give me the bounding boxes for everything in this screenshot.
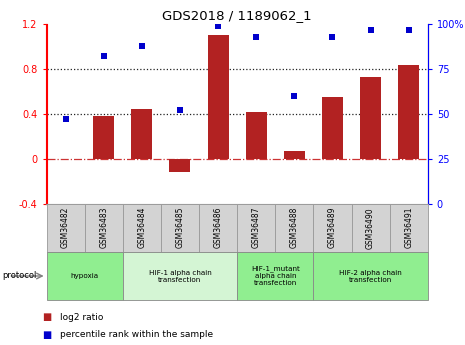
Point (405, 27, 412, 32)
Text: HIF-2 alpha chain
transfection: HIF-2 alpha chain transfection (339, 269, 402, 283)
Bar (169, 159, 191, 172)
Bar (207, 36, 229, 159)
Text: percentile rank within the sample: percentile rank within the sample (60, 330, 213, 339)
Text: GSM36487: GSM36487 (252, 207, 261, 248)
Bar (46, 252, 123, 300)
Text: ■: ■ (42, 330, 51, 339)
Text: ■: ■ (42, 313, 51, 322)
Point (329, 34, 336, 39)
Bar (360, 77, 381, 159)
Text: HIF-1_mutant
alpha chain
transfection: HIF-1_mutant alpha chain transfection (251, 266, 300, 286)
Text: protocol: protocol (2, 272, 37, 280)
Text: HIF-1 alpha chain
transfection: HIF-1 alpha chain transfection (149, 269, 211, 283)
Bar (237, 204, 275, 252)
Bar (313, 204, 352, 252)
Bar (123, 204, 161, 252)
Text: GSM36483: GSM36483 (99, 207, 108, 248)
Bar (123, 252, 237, 300)
Point (367, 27, 374, 32)
Bar (398, 65, 419, 159)
Bar (352, 204, 390, 252)
Text: GSM36491: GSM36491 (404, 207, 413, 248)
Bar (275, 204, 313, 252)
Text: hypoxia: hypoxia (71, 273, 99, 279)
Point (252, 34, 260, 39)
Text: GSM36484: GSM36484 (137, 207, 146, 248)
Point (176, 108, 184, 113)
Bar (284, 151, 305, 159)
Text: GSM36485: GSM36485 (175, 207, 185, 248)
Bar (131, 109, 153, 159)
Bar (246, 112, 267, 159)
Bar (161, 204, 199, 252)
Bar (390, 204, 428, 252)
Point (214, 23, 222, 29)
Text: GSM36486: GSM36486 (213, 207, 223, 248)
Text: GSM36489: GSM36489 (328, 207, 337, 248)
Bar (237, 252, 313, 300)
Point (100, 54, 107, 59)
Bar (199, 204, 237, 252)
Bar (313, 252, 428, 300)
Point (138, 43, 146, 48)
Text: GSM36482: GSM36482 (61, 207, 70, 248)
Point (62, 117, 69, 122)
Title: GDS2018 / 1189062_1: GDS2018 / 1189062_1 (162, 9, 312, 22)
Point (291, 93, 298, 99)
Bar (85, 204, 123, 252)
Text: GSM36490: GSM36490 (366, 207, 375, 248)
Text: log2 ratio: log2 ratio (60, 313, 104, 322)
Text: GSM36488: GSM36488 (290, 207, 299, 248)
Bar (46, 204, 85, 252)
Bar (322, 97, 343, 159)
Bar (93, 116, 114, 159)
